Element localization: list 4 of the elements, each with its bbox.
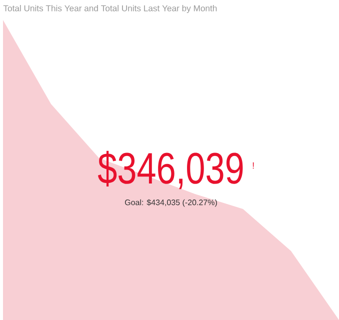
annotation: ! [252,162,254,169]
annotation: $346,039 [98,150,243,190]
annotation: Goal: $434,035 (-20.27%) [125,199,217,207]
chart-title: Total Units This Year and Total Units Last Year by Month [3,4,217,13]
